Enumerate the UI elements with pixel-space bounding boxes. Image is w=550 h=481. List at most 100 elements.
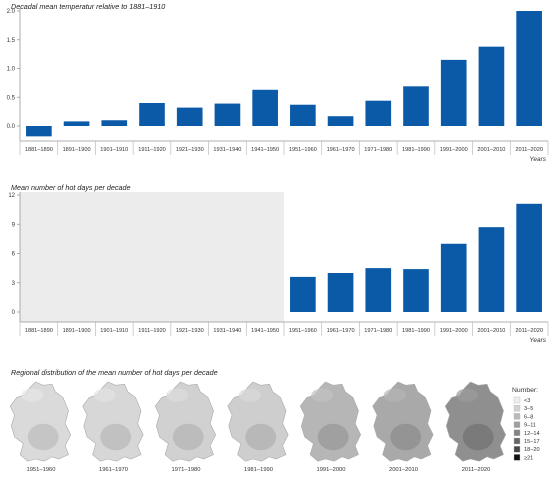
x-tick-label: 1991–2000	[440, 328, 468, 334]
x-tick-label: 1951–1960	[289, 147, 317, 153]
y-tick-label: 12	[8, 193, 15, 199]
x-tick-label: 1931–1940	[213, 147, 241, 153]
map-hot-region	[245, 423, 277, 451]
x-tick-label: 2011–2020	[515, 147, 543, 153]
x-tick-label: 1961–1970	[327, 328, 355, 334]
bar	[214, 103, 241, 126]
x-tick-label: 1891–1900	[63, 328, 91, 334]
bar	[516, 203, 542, 312]
y-tick-label: 0.5	[7, 95, 16, 101]
x-tick-label: 2001–2010	[477, 147, 505, 153]
legend-label: 9–11	[524, 423, 536, 429]
x-axis-label: Years	[529, 156, 546, 163]
x-tick-label: 2001–2010	[477, 328, 505, 334]
x-tick-label: 1881–1890	[25, 147, 53, 153]
bar	[290, 104, 316, 126]
legend-label: ≥21	[524, 455, 533, 461]
bar	[63, 121, 90, 126]
map-hot-region	[172, 423, 204, 451]
legend-label: 12–14	[524, 431, 540, 437]
x-tick-label: 1981–1990	[402, 147, 430, 153]
bar	[440, 59, 467, 126]
bar	[101, 120, 128, 126]
legend-swatch	[513, 421, 521, 428]
y-tick-label: 0	[12, 310, 16, 316]
bar	[327, 273, 354, 312]
map-cool-region	[93, 388, 116, 402]
map-label: 1991–2000	[316, 467, 345, 473]
x-tick-label: 1991–2000	[440, 147, 468, 153]
map-label: 1951–1960	[26, 467, 55, 473]
map-label: 1981–1990	[244, 467, 273, 473]
map-cool-region	[166, 388, 189, 402]
map-hot-region	[462, 423, 494, 451]
x-tick-label: 1911–1920	[138, 328, 166, 334]
bar	[478, 227, 505, 312]
legend-label: 6–8	[524, 414, 533, 420]
y-tick-label: 3	[12, 281, 16, 287]
legend-label: 15–17	[524, 439, 540, 445]
regional-maps: 1951–1960 1961–1970 1971–1980 1981–1990 1991…	[9, 381, 540, 473]
y-tick-label: 0.0	[7, 124, 16, 130]
x-tick-label: 1891–1900	[63, 147, 91, 153]
bar	[403, 86, 429, 126]
legend-label: 3–5	[524, 406, 533, 412]
legend-swatch	[513, 396, 521, 404]
legend-swatch	[513, 429, 521, 436]
y-tick-label: 2.0	[7, 9, 16, 15]
x-tick-label: 1971–1980	[364, 328, 392, 334]
bar	[139, 103, 165, 126]
bar	[252, 89, 278, 126]
hot-days-bar-chart: 0 3 6 9 12 1881–1890 1891–1900 1901–1910 1911–19…	[8, 192, 549, 344]
x-tick-label: 1881–1890	[25, 328, 53, 334]
x-tick-label: 2011–2020	[515, 328, 543, 334]
bar	[327, 116, 354, 126]
x-tick-label: 1931–1940	[213, 328, 241, 334]
x-tick-label: 1961–1970	[327, 147, 355, 153]
map-cool-region	[383, 388, 406, 402]
legend-title: Number:	[512, 387, 538, 394]
legend-swatch	[513, 445, 521, 453]
x-tick-label: 1921–1930	[176, 328, 204, 334]
map-hot-region	[390, 423, 422, 451]
map-cool-region	[238, 388, 261, 402]
bar	[516, 11, 542, 126]
x-tick-label: 1941–1950	[251, 328, 279, 334]
x-tick-label: 1901–1910	[100, 147, 128, 153]
bar	[440, 243, 467, 312]
y-tick-label: 1.0	[7, 67, 16, 73]
x-tick-label: 1971–1980	[364, 147, 392, 153]
maps-title: Regional distribution of the mean number…	[11, 368, 218, 377]
x-tick-label: 1901–1910	[100, 328, 128, 334]
bar	[290, 276, 316, 312]
bar	[403, 269, 429, 312]
map-hot-region	[27, 423, 59, 451]
x-tick-label: 1981–1990	[402, 328, 430, 334]
bar	[365, 100, 392, 126]
bar	[478, 46, 505, 126]
y-tick-label: 6	[12, 252, 16, 258]
map-cool-region	[311, 388, 334, 402]
bar	[176, 107, 203, 126]
x-tick-label: 1951–1960	[289, 328, 317, 334]
y-tick-label: 9	[12, 222, 16, 228]
map-label: 1971–1980	[171, 467, 200, 473]
x-axis-label: Years	[529, 337, 546, 344]
x-tick-label: 1911–1920	[138, 147, 166, 153]
legend-swatch	[513, 437, 521, 445]
y-tick-label: 1.5	[7, 38, 16, 44]
legend-swatch	[513, 454, 521, 461]
chart1-title: Decadal mean temperatur relative to 1881…	[11, 2, 166, 11]
map-hot-region	[100, 423, 132, 451]
legend-swatch	[513, 405, 521, 412]
no-data-region	[20, 192, 284, 322]
map-cool-region	[456, 388, 479, 402]
map-cool-region	[21, 388, 44, 402]
temperature-bar-chart: 0.0 0.5 1.0 1.5 2.0 1881–1890 1891–1900 1901–19…	[7, 8, 549, 163]
x-tick-label: 1921–1930	[176, 147, 204, 153]
bar	[365, 268, 392, 312]
chart2-title: Mean number of hot days per decade	[11, 183, 131, 192]
legend-label: 18–20	[524, 447, 540, 453]
x-tick-label: 1941–1950	[251, 147, 279, 153]
map-hot-region	[317, 423, 349, 451]
